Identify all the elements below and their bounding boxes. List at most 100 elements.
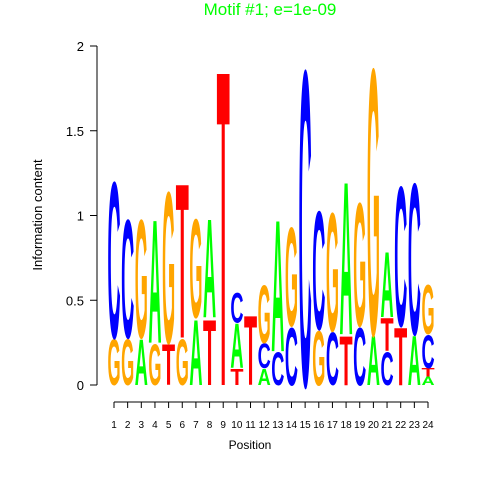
- letter: G: [353, 165, 366, 363]
- letter: A: [408, 321, 421, 400]
- letter: C: [258, 336, 271, 376]
- letter: G: [135, 184, 148, 374]
- letter-glyph: C: [380, 343, 393, 396]
- letter: T: [162, 332, 175, 398]
- letter-glyph: C: [299, 0, 312, 480]
- letter-glyph: A: [408, 321, 421, 400]
- letter: C: [353, 311, 366, 403]
- letter-glyph: G: [162, 147, 175, 389]
- x-tick-label: 16: [313, 420, 325, 431]
- x-tick-label: 13: [272, 420, 284, 431]
- letter-glyph: G: [189, 191, 202, 348]
- letter: G: [162, 147, 175, 389]
- letter-glyph: A: [203, 191, 216, 348]
- letter-glyph: T: [230, 364, 243, 391]
- letter: G: [285, 199, 298, 356]
- letter-glyph: G: [421, 270, 434, 349]
- letter-glyph: A: [340, 135, 353, 380]
- letter-glyph: A: [380, 234, 393, 338]
- letter: T: [380, 309, 393, 362]
- letter-glyph: G: [285, 199, 298, 356]
- letter: T: [421, 367, 435, 380]
- letter-glyph: A: [189, 302, 202, 406]
- letter: G: [107, 327, 120, 400]
- y-axis-label: Information content: [30, 159, 45, 271]
- letter: A: [258, 364, 271, 391]
- x-tick-label: 15: [300, 420, 312, 431]
- letter-glyph: C: [258, 336, 271, 376]
- x-tick-label: 24: [422, 420, 434, 431]
- x-tick-label: 4: [152, 420, 158, 431]
- letter: A: [421, 375, 434, 388]
- letter-glyph: T: [380, 309, 393, 362]
- letter-glyph: C: [230, 283, 243, 331]
- letter-glyph: T: [217, 0, 230, 480]
- x-tick-label: 22: [395, 420, 407, 431]
- letter-glyph: C: [312, 176, 325, 366]
- letter: C: [312, 176, 325, 366]
- letter: T: [340, 321, 353, 400]
- x-tick-label: 1: [111, 420, 117, 431]
- letter-glyph: A: [271, 182, 284, 392]
- letter-glyph: G: [148, 332, 161, 398]
- x-tick-label: 21: [381, 420, 393, 431]
- letter-glyph: A: [258, 364, 271, 391]
- letter-glyph: G: [258, 268, 271, 360]
- x-tick-label: 8: [207, 420, 213, 431]
- letter-glyph: G: [176, 327, 189, 400]
- letter-glyph: A: [367, 321, 380, 400]
- letter-glyph: T: [340, 321, 353, 400]
- letter: G: [189, 191, 202, 348]
- letter-glyph: C: [421, 326, 434, 379]
- y-tick-label: 0.5: [66, 293, 84, 308]
- letter: T: [176, 139, 189, 386]
- letter-glyph: T: [244, 297, 257, 407]
- x-tick-label: 11: [245, 420, 256, 431]
- letter: A: [230, 311, 243, 382]
- letter-glyph: A: [421, 375, 434, 388]
- letter-glyph: C: [326, 316, 339, 401]
- letter-glyph: A: [148, 182, 161, 380]
- letter-glyph: G: [107, 327, 120, 400]
- letter: G: [367, 0, 380, 416]
- letter: C: [326, 316, 339, 401]
- letter: G: [312, 315, 325, 402]
- letter: T: [244, 297, 257, 407]
- letter: C: [408, 138, 421, 380]
- letter-glyph: T: [394, 311, 407, 403]
- letter: A: [135, 327, 148, 400]
- letter: T: [217, 0, 230, 480]
- letter: A: [367, 321, 380, 400]
- letter: C: [230, 283, 243, 331]
- letter: C: [394, 145, 407, 369]
- letter: G: [258, 268, 271, 360]
- letter: C: [285, 311, 298, 403]
- letter: G: [421, 270, 434, 349]
- x-tick-label: 3: [139, 420, 145, 431]
- letter: A: [340, 135, 353, 380]
- letter-glyph: T: [176, 139, 189, 386]
- letter: G: [176, 327, 189, 400]
- x-tick-label: 23: [409, 420, 421, 431]
- letter-glyph: A: [135, 327, 148, 400]
- letter: C: [380, 343, 393, 396]
- letter-glyph: C: [285, 311, 298, 403]
- letter: G: [148, 332, 161, 398]
- letter-glyph: T: [421, 367, 435, 380]
- letter: A: [148, 182, 161, 380]
- y-tick-label: 2: [77, 39, 84, 54]
- x-tick-label: 19: [354, 420, 366, 431]
- letter: C: [299, 0, 312, 480]
- letter: C: [107, 135, 120, 386]
- letter: G: [326, 178, 339, 368]
- letter-glyph: G: [121, 327, 134, 400]
- letter: T: [203, 302, 216, 406]
- y-tick-label: 1.5: [66, 124, 84, 139]
- letter: A: [189, 302, 202, 406]
- letter-glyph: C: [408, 138, 421, 380]
- x-tick-label: 7: [193, 420, 199, 431]
- x-tick-label: 18: [341, 420, 353, 431]
- letter: T: [394, 311, 407, 403]
- letter-glyph: A: [230, 311, 243, 382]
